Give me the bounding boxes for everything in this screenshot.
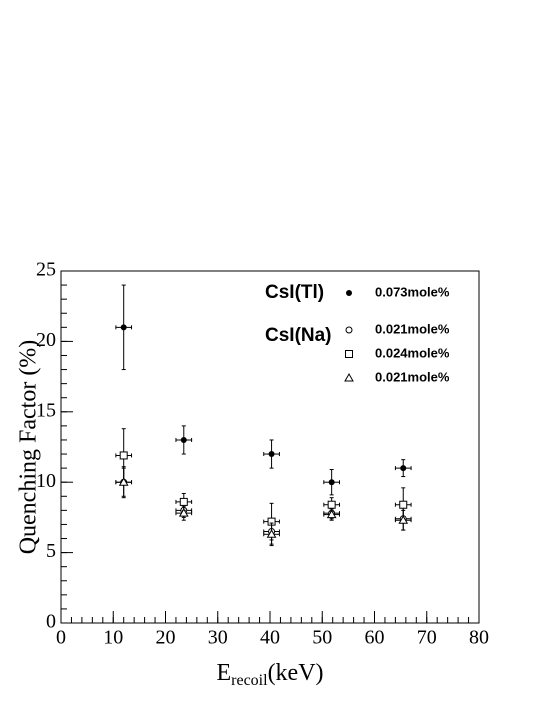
- x-tick-label: 30: [208, 627, 228, 649]
- marker: [178, 508, 189, 517]
- x-tick-label: 10: [103, 627, 123, 649]
- legend-group-label: CsI(Tl): [265, 282, 324, 303]
- x-title-unit: (keV): [268, 660, 324, 686]
- marker: [119, 451, 128, 460]
- x-tick-label: 80: [469, 627, 489, 649]
- marker: [180, 436, 187, 443]
- y-tick-label: 25: [36, 259, 56, 281]
- y-axis-title: Quenching Factor (%): [16, 340, 42, 555]
- marker: [400, 465, 407, 472]
- x-tick-label: 70: [417, 627, 437, 649]
- marker: [120, 324, 127, 331]
- legend-label: 0.024mole%: [375, 345, 450, 360]
- marker: [266, 529, 277, 538]
- marker: [327, 500, 336, 509]
- x-title-main: E: [216, 660, 231, 686]
- y-tick-label: 0: [46, 611, 56, 633]
- legend-label: 0.073mole%: [375, 284, 450, 299]
- marker: [118, 477, 129, 486]
- x-tick-label: 50: [312, 627, 332, 649]
- x-tick-label: 20: [156, 627, 176, 649]
- marker: [399, 500, 408, 509]
- marker: [268, 451, 275, 458]
- y-tick-label: 15: [36, 399, 56, 421]
- y-tick-label: 5: [46, 540, 56, 562]
- x-tick-label: 60: [365, 627, 385, 649]
- legend-group-label: CsI(Na): [265, 325, 332, 346]
- x-tick-label: 0: [56, 627, 66, 649]
- marker: [328, 479, 335, 486]
- x-title-sub: recoil: [231, 672, 268, 689]
- x-tick-label: 40: [260, 627, 280, 649]
- marker: [179, 497, 188, 506]
- legend-marker: [345, 350, 353, 358]
- legend-marker: [344, 372, 354, 382]
- legend-marker: [345, 326, 353, 334]
- x-axis-title: Erecoil(keV): [216, 660, 323, 689]
- legend-label: 0.021mole%: [375, 321, 450, 336]
- legend-marker: [346, 290, 352, 296]
- legend-label: 0.021mole%: [375, 369, 450, 384]
- marker: [326, 509, 337, 519]
- y-tick-label: 20: [36, 329, 56, 351]
- y-tick-label: 10: [36, 470, 56, 492]
- marker: [398, 515, 409, 524]
